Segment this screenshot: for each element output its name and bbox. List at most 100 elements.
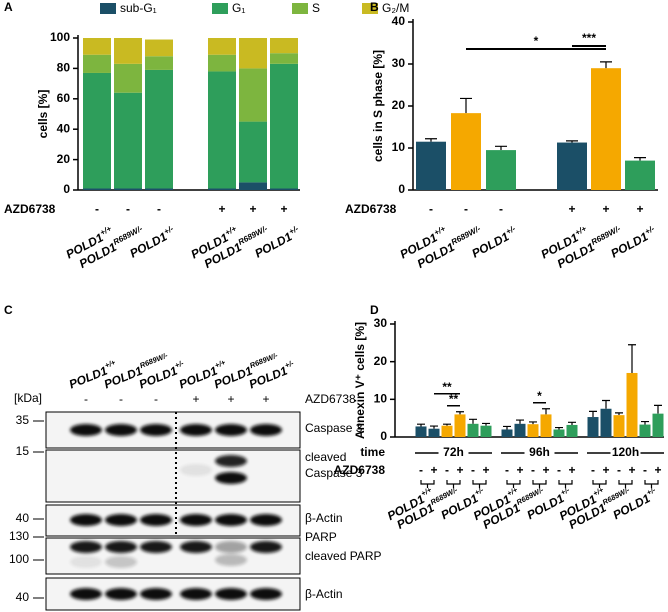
time-label: 96h: [529, 445, 550, 459]
legend-label: S: [312, 1, 320, 15]
band: [70, 556, 102, 568]
bar: [454, 414, 466, 437]
y-axis-label: Annexin V⁺ cells [%]: [353, 322, 367, 439]
band: [70, 514, 102, 526]
error-bar: [417, 423, 425, 427]
bar-segment: [239, 38, 267, 69]
bracket: [558, 480, 573, 488]
bar: [600, 408, 612, 437]
band-label: cleaved PARP: [305, 549, 381, 563]
treatment-sign: +: [602, 463, 609, 477]
bar: [441, 425, 453, 437]
band: [180, 464, 212, 476]
error-bar: [568, 421, 576, 425]
legend-label: G₁: [232, 1, 245, 15]
band: [140, 588, 172, 600]
bar-segment: [208, 38, 236, 55]
treatment-label: AZD6738: [305, 392, 356, 406]
kda-marker: 130: [9, 529, 29, 543]
bracket: [644, 480, 659, 488]
bar: [480, 425, 492, 437]
band: [215, 541, 247, 553]
legend-label: G₂/M: [382, 1, 409, 15]
bar-segment: [270, 53, 298, 64]
blot-strip: [45, 449, 301, 503]
error-bar: [425, 138, 437, 142]
error-bar: [469, 418, 477, 424]
bracket: [420, 480, 435, 488]
y-axis-label: cells in S phase [%]: [371, 50, 385, 162]
panel-label: D: [370, 303, 379, 317]
band: [180, 588, 212, 600]
y-tick-label: 0: [63, 182, 70, 196]
treatment-sign: +: [516, 463, 523, 477]
band: [180, 541, 212, 553]
bar-segment: [83, 72, 111, 189]
treatment-sign: -: [119, 392, 123, 406]
band-label: β-Actin: [305, 587, 343, 601]
band: [215, 472, 247, 484]
y-tick-label: 10: [392, 140, 406, 154]
treatment-sign: +: [456, 463, 463, 477]
bar: [486, 150, 516, 190]
bar-segment: [114, 92, 142, 189]
treatment-sign: +: [542, 463, 549, 477]
panel-label: C: [4, 303, 13, 317]
bar: [557, 142, 587, 190]
bar-segment: [239, 182, 267, 190]
band: [70, 588, 102, 600]
bar: [553, 429, 565, 437]
treatment-sign: -: [157, 202, 161, 216]
legend-swatch: [100, 3, 116, 14]
error-bar: [529, 421, 537, 425]
y-tick-label: 0: [380, 429, 387, 443]
significance-label: *: [537, 389, 542, 403]
time-label: 120h: [612, 445, 639, 459]
bar: [591, 68, 621, 190]
panel-label: B: [370, 0, 379, 14]
treatment-sign: +: [482, 463, 489, 477]
y-tick-label: 100: [50, 30, 70, 44]
treatment-sign: +: [654, 463, 661, 477]
treatment-sign: -: [591, 463, 595, 477]
band: [70, 424, 102, 436]
band: [105, 424, 137, 436]
bar-segment: [208, 71, 236, 189]
bar: [416, 141, 446, 190]
treatment-sign: +: [192, 392, 199, 406]
band: [250, 588, 282, 600]
treatment-sign: -: [84, 392, 88, 406]
significance-label: *: [534, 34, 539, 48]
band: [140, 424, 172, 436]
bar: [527, 424, 539, 437]
error-bar: [503, 425, 511, 430]
band: [215, 554, 247, 566]
bar: [501, 429, 513, 437]
bar-segment: [114, 38, 142, 64]
band-label: β-Actin: [305, 511, 343, 525]
band: [180, 424, 212, 436]
treatment-sign: +: [636, 202, 643, 216]
significance-label: ***: [582, 31, 596, 45]
treatment-sign: -: [557, 463, 561, 477]
bar-segment: [83, 188, 111, 190]
error-bar: [456, 411, 464, 415]
y-tick-label: 40: [57, 121, 71, 135]
treatment-sign: +: [218, 202, 225, 216]
treatment-sign: -: [95, 202, 99, 216]
error-bar: [555, 426, 563, 430]
treatment-sign: -: [429, 202, 433, 216]
significance-label: **: [442, 380, 452, 394]
bracket: [532, 480, 547, 488]
bracket: [506, 480, 521, 488]
band: [215, 455, 247, 467]
band: [70, 541, 102, 553]
bracket: [618, 480, 633, 488]
kda-marker: 40: [16, 511, 30, 525]
treatment-sign: -: [499, 202, 503, 216]
bar: [514, 423, 526, 437]
treatment-sign: -: [464, 202, 468, 216]
treatment-sign: -: [419, 463, 423, 477]
bar-segment: [114, 63, 142, 93]
band-label: Caspase 3: [305, 466, 363, 480]
